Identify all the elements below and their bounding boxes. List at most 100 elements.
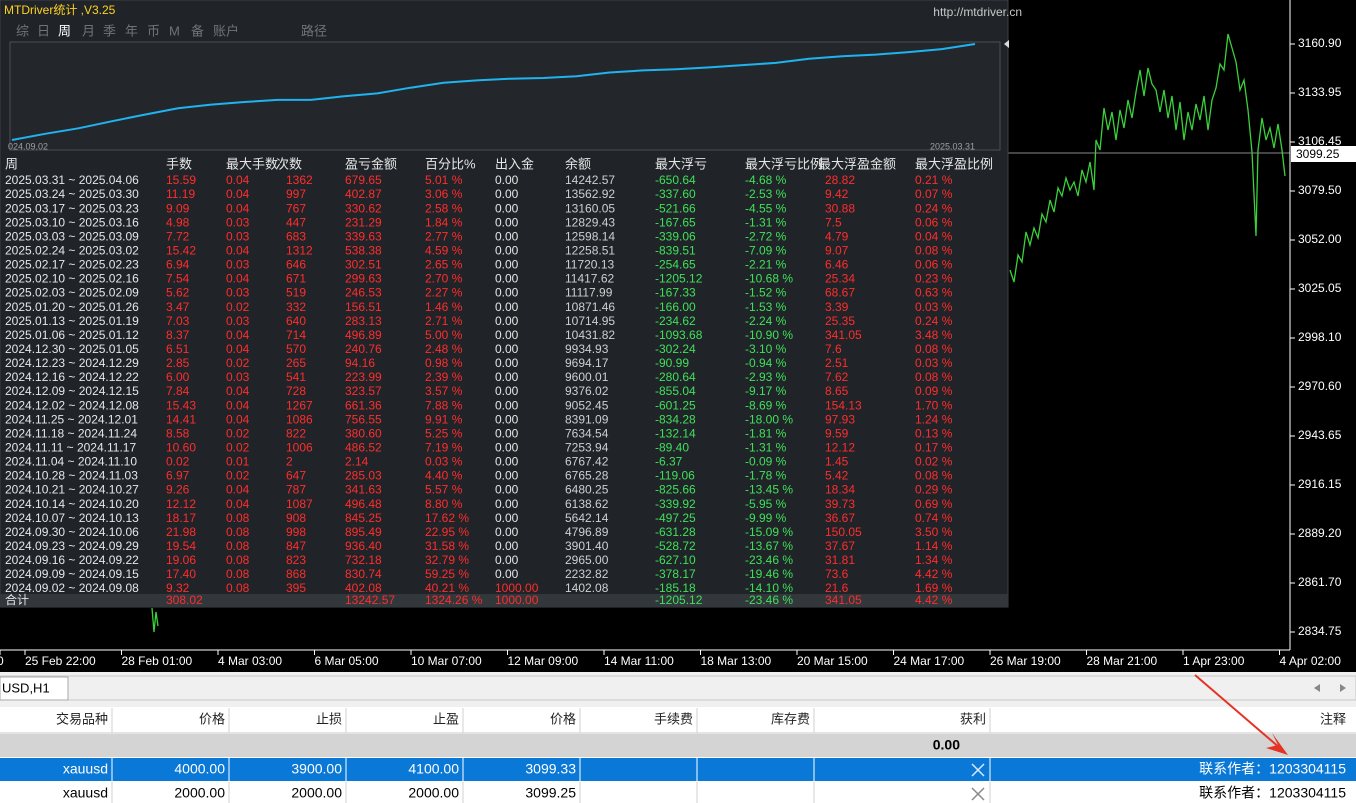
column-header: 注释: [1320, 711, 1346, 726]
close-icon[interactable]: [971, 763, 985, 777]
panel-tab[interactable]: 综: [16, 23, 29, 38]
order-cell: 2000.00: [174, 785, 225, 801]
table-cell: 1.34 %: [915, 553, 953, 567]
table-cell: 0.08: [226, 511, 250, 525]
table-cell: 0.08 %: [915, 342, 953, 356]
table-cell: 17.62 %: [425, 511, 469, 525]
table-cell: 5.01 %: [425, 173, 463, 187]
table-cell: 402.08: [345, 581, 382, 595]
table-cell: -13.45 %: [745, 483, 793, 497]
order-row[interactable]: [0, 782, 1356, 803]
table-cell: -132.14: [655, 426, 696, 440]
time-axis: 0 25 Feb 22:00 28 Feb 01:00 4 Mar 03:00 6 Ma…: [0, 650, 1341, 668]
table-cell: 13562.92: [565, 187, 615, 201]
table-cell: 2024.09.30 ~ 2024.10.06: [5, 525, 139, 539]
table-cell: -4.55 %: [745, 201, 787, 215]
table-cell: 231.29: [345, 215, 382, 229]
table-cell: 0.00: [495, 300, 519, 314]
table-cell: -1.81 %: [745, 426, 787, 440]
panel-tab[interactable]: 周: [58, 23, 71, 38]
panel-url[interactable]: http://mtdriver.cn: [933, 5, 1022, 19]
table-cell: 2.71 %: [425, 314, 463, 328]
table-cell: -90.99: [655, 356, 689, 370]
table-cell: 0.00: [495, 272, 519, 286]
table-cell: 2025.03.10 ~ 2025.03.16: [5, 215, 139, 229]
table-cell: 40.21 %: [425, 581, 469, 595]
table-cell: -23.46 %: [745, 553, 793, 567]
table-cell: 0.06 %: [915, 215, 953, 229]
order-comment: 联系作者：1203304115: [1199, 761, 1346, 777]
table-cell: 299.63: [345, 272, 382, 286]
table-cell: 402.87: [345, 187, 382, 201]
price-tick-label: 2889.20: [1298, 526, 1342, 540]
table-cell: 12.12: [166, 497, 196, 511]
table-cell: 6.46: [825, 258, 849, 272]
chart-tab-label[interactable]: USD,H1: [2, 680, 50, 695]
scroll-right[interactable]: [1340, 684, 1346, 692]
panel-tab[interactable]: 季: [103, 23, 116, 38]
table-cell: 714: [286, 328, 306, 342]
table-cell: 1.46 %: [425, 300, 463, 314]
table-cell: 150.05: [825, 525, 862, 539]
panel-tab[interactable]: 年: [125, 23, 138, 38]
column-header: 获利: [960, 711, 986, 726]
table-cell: -7.09 %: [745, 244, 787, 258]
table-cell: 787: [286, 483, 306, 497]
panel-tab[interactable]: 月: [82, 23, 95, 38]
close-icon[interactable]: [971, 787, 985, 801]
summary-row: [0, 734, 1356, 757]
scroll-left[interactable]: [1314, 684, 1320, 692]
table-cell: -631.28: [655, 525, 696, 539]
column-header: 止损: [316, 711, 342, 726]
panel-tab[interactable]: M: [169, 23, 180, 38]
table-cell: 0.04: [226, 272, 250, 286]
table-cell: 11417.62: [565, 272, 614, 286]
price-tick-label: 2834.75: [1298, 624, 1342, 638]
table-cell: 0.00: [495, 215, 519, 229]
order-cell: 3099.25: [525, 785, 576, 801]
table-cell: 0.02 %: [915, 455, 953, 469]
table-cell: 0.04: [226, 173, 250, 187]
table-cell: 0.03 %: [915, 300, 953, 314]
panel-tab[interactable]: 备: [191, 23, 204, 38]
table-cell: 5.62: [166, 286, 190, 300]
table-cell: 59.25 %: [425, 567, 469, 581]
table-cell: 998: [286, 525, 306, 539]
order-row[interactable]: [0, 758, 1356, 781]
table-cell: -2.24 %: [745, 314, 787, 328]
total-cell: 341.05: [825, 593, 862, 607]
table-cell: 13160.05: [565, 201, 615, 215]
table-cell: -19.46 %: [745, 567, 793, 581]
table-cell: 2024.09.23 ~ 2024.09.29: [5, 539, 139, 553]
table-cell: 2.27 %: [425, 286, 463, 300]
table-cell: 0.00: [495, 426, 519, 440]
time-tick-label: 1 Apr 23:00: [1183, 654, 1245, 668]
table-cell: 9.59: [825, 426, 849, 440]
table-cell: 2024.11.04 ~ 2024.11.10: [5, 455, 137, 469]
table-cell: 4.98: [166, 215, 190, 229]
table-cell: 2024.11.25 ~ 2024.12.01: [5, 412, 138, 426]
panel-tab[interactable]: 日: [37, 23, 50, 38]
table-cell: 646: [286, 258, 306, 272]
table-cell: 0.03: [226, 286, 250, 300]
table-header: 最大浮亏比例: [745, 156, 823, 171]
table-cell: 2.48 %: [425, 342, 463, 356]
table-cell: 302.51: [345, 258, 382, 272]
table-cell: 2024.11.11 ~ 2024.11.17: [5, 441, 136, 455]
table-cell: 0.03: [226, 370, 250, 384]
table-cell: 2025.02.24 ~ 2025.03.02: [5, 244, 139, 258]
panel-tab[interactable]: 账户: [213, 23, 239, 38]
panel-tab[interactable]: 币: [147, 23, 160, 38]
table-cell: -280.64: [655, 370, 696, 384]
table-header: 手数: [166, 156, 192, 171]
total-cell: -23.46 %: [745, 593, 793, 607]
chart-tab[interactable]: [0, 676, 69, 701]
table-cell: 2024.10.14 ~ 2024.10.20: [5, 497, 139, 511]
table-cell: 39.73: [825, 497, 855, 511]
table-cell: 9.09: [166, 201, 190, 215]
time-tick-label: 14 Mar 11:00: [604, 654, 674, 668]
panel-tab[interactable]: 路径: [301, 23, 327, 38]
table-cell: 3.06 %: [425, 187, 463, 201]
table-cell: 9052.45: [565, 398, 609, 412]
